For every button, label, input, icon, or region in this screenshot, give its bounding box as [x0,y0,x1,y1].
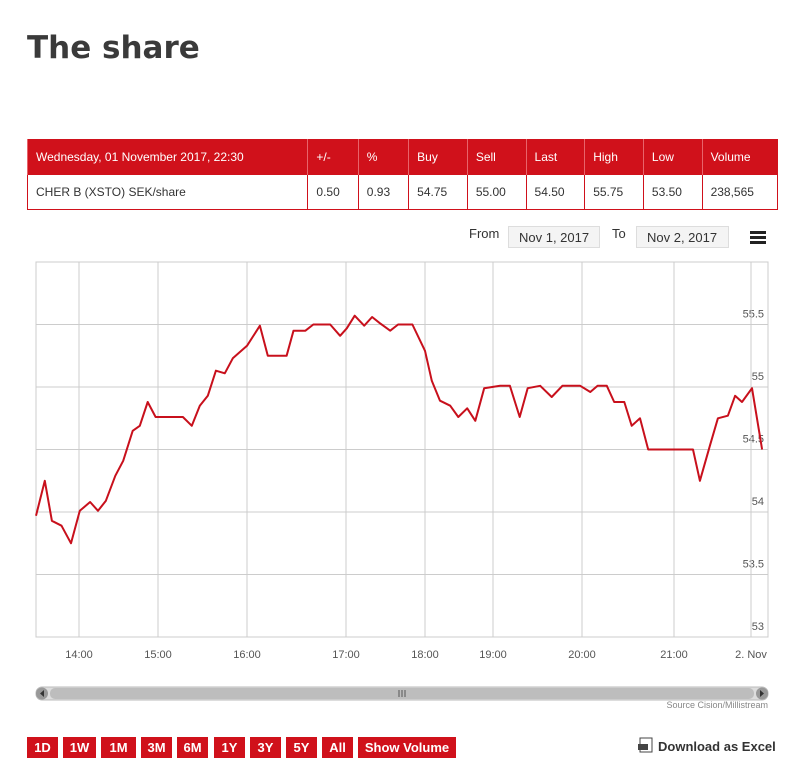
x-tick-label: 21:00 [660,649,688,661]
range-button[interactable]: 3M [141,737,172,758]
header-cell: Wednesday, 01 November 2017, 22:30 [26,139,308,175]
x-tick-label: 18:00 [411,649,439,661]
price-line [35,314,764,545]
header-cell: Volume [701,139,778,175]
header-cell: High [584,139,644,175]
range-button[interactable]: Show Volume [358,737,456,758]
range-button[interactable]: 5Y [286,737,317,758]
cell: 0.50 [307,175,359,210]
from-label: From [469,226,500,241]
cell: CHER B (XSTO) SEK/share [26,175,308,210]
source-note: Source Cision/Millistream [666,700,768,710]
download-link[interactable]: Download as Excel [658,739,776,754]
x-tick-label: 15:00 [144,649,172,661]
range-button[interactable]: 1Y [214,737,245,758]
cell: 238,565 [701,175,779,210]
header-cell: Low [642,139,703,175]
y-tick-label: 53 [752,621,764,633]
y-tick-label: 55 [752,371,764,383]
range-button[interactable]: All [322,737,353,758]
range-button[interactable]: 1W [63,737,96,758]
header-cell: Last [525,139,585,175]
to-input[interactable]: Nov 2, 2017 [636,226,729,248]
cell: 54.75 [408,175,468,210]
range-button[interactable]: 1D [27,737,58,758]
y-tick-label: 53.5 [743,559,764,571]
quote-table: Wednesday, 01 November 2017, 22:30 +/-% Bu… [26,139,779,210]
y-tick-label: 54 [752,496,764,508]
menu-icon[interactable] [750,231,766,244]
range-button[interactable]: 1M [101,737,136,758]
from-input[interactable]: Nov 1, 2017 [508,226,600,248]
header-cell: +/- [307,139,359,175]
cell: 55.75 [584,175,644,210]
range-button[interactable]: 6M [177,737,208,758]
excel-icon[interactable] [638,737,653,753]
x-tick-label: 20:00 [568,649,596,661]
x-tick-label: 17:00 [332,649,360,661]
x-tick-label: 16:00 [233,649,261,661]
x-tick-label: 14:00 [65,649,93,661]
header-cell: Buy [408,139,468,175]
to-label: To [612,226,626,241]
scrollbar[interactable] [35,686,769,701]
cell: 54.50 [525,175,585,210]
x-tick-label: 19:00 [479,649,507,661]
cell: 0.93 [357,175,409,210]
x-tick-label: 2. Nov [735,649,767,661]
cell: 53.50 [642,175,703,210]
page-title: The share [27,30,200,66]
header-row: Wednesday, 01 November 2017, 22:30 +/-% Bu… [26,139,778,175]
header-cell: % [357,139,409,175]
data-row: CHER B (XSTO) SEK/share 0.50 0.93 54.75 55.0… [26,175,779,210]
header-cell: Sell [466,139,527,175]
y-tick-label: 54.5 [743,434,764,446]
range-button[interactable]: 3Y [250,737,281,758]
cell: 55.00 [466,175,527,210]
y-tick-label: 55.5 [743,309,764,321]
